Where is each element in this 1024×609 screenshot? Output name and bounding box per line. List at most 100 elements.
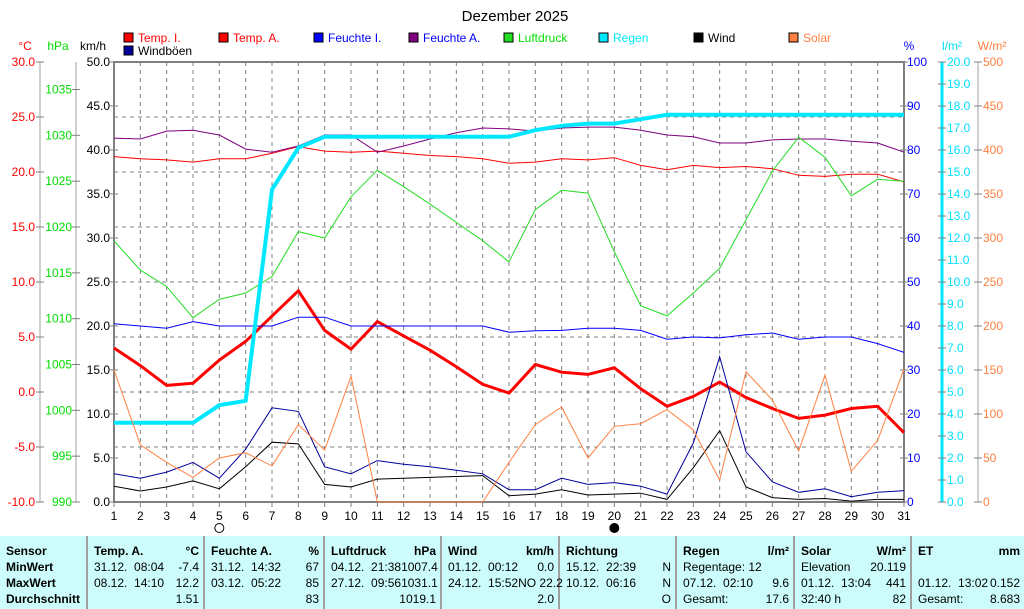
stats-cell-time: 32:40 h [801,592,842,606]
humidity-tick-label: 100 [907,55,927,69]
legend-swatch [123,45,134,56]
stats-row: 31.12. 08:04 -7.4 [94,559,199,575]
stats-cell-time: Gesamt: [683,592,729,606]
rain-tick-label: 18.0 [947,99,971,113]
stats-cell-value: 0.152 [989,576,1020,590]
x-tick-label: 17 [529,509,543,523]
x-tick-label: 19 [581,509,595,523]
wind-tick-label: 45.0 [87,99,111,113]
stats-row: 2.0 [448,591,554,607]
full-moon-icon [609,523,620,533]
x-tick-label: 6 [242,509,249,523]
stats-cell-value: 2.0 [537,592,554,606]
humidity-tick-label: 0 [907,495,914,509]
stats-cell-time: 01.12. 00:12 [448,560,519,574]
stats-label-avg: Durchschnitt [6,592,81,606]
legend-swatch [788,32,799,43]
stats-section-title: Richtung [566,544,618,558]
temp-tick-label: -5.0 [14,440,35,454]
legend-item: Regen [613,31,648,45]
stats-cell-value: 1.51 [175,592,199,606]
stats-row: 01.12. 13:02 0.152 [918,575,1020,591]
pressure-tick-label: 990 [52,495,72,509]
stats-row: O [566,591,671,607]
stats-row: 07.12. 02:10 9.6 [683,575,789,591]
rain-tick-label: 13.0 [947,209,971,223]
stats-section-title: Temp. A. [94,544,144,558]
stats-section-title: Luftdruck [331,544,387,558]
stats-cell-value: 441 [885,576,906,590]
solar-tick-label: 100 [983,407,1003,421]
stats-cell-value: 83 [305,592,319,606]
stats-cell-value: 1031.1 [401,576,438,590]
stats-labels: Sensor MinWert MaxWert Durchschnitt [0,536,88,609]
x-tick-label: 22 [660,509,674,523]
solar-tick-label: 0 [983,495,990,509]
legend-item: Feuchte I. [328,31,381,45]
stats-section-luftdruck: Luftdruck hPa 04.12. 21:38 1007.4 27.12. 09:… [325,536,442,609]
stats-cell-value: -7.4 [178,560,199,574]
stats-section-title: ET [918,544,934,558]
x-tick-label: 25 [739,509,753,523]
legend-item: Windböen [138,44,192,58]
legend-item: Feuchte A. [423,31,480,45]
x-tick-label: 29 [845,509,859,523]
solar-tick-label: 450 [983,99,1003,113]
statistics-table: Sensor MinWert MaxWert Durchschnitt Temp… [0,536,1024,609]
solar-tick-label: 50 [983,451,997,465]
legend-swatch [503,32,514,43]
rain-tick-label: 14.0 [947,187,971,201]
stats-cell-time: 07.12. 02:10 [683,576,754,590]
stats-cell-value: 8.683 [989,592,1020,606]
wind-tick-label: 40.0 [87,143,111,157]
humidity-tick-label: 60 [907,231,921,245]
series-solar [113,368,905,503]
pressure-tick-label: 1025 [45,174,72,188]
stats-label-min: MinWert [6,560,54,574]
humidity-tick-label: 30 [907,363,921,377]
x-tick-label: 18 [555,509,569,523]
pressure-tick-label: 1005 [45,358,72,372]
x-tick-label: 21 [634,509,648,523]
stats-cell-time: 04.12. 21:38 [331,560,402,574]
stats-row: 01.12. 13:04 441 [801,575,906,591]
stats-row: 32:40 h 82 [801,591,906,607]
temp-tick-label: 20.0 [12,165,36,179]
stats-cell-value: 1007.4 [401,560,438,574]
stats-row: 83 [211,591,319,607]
wind-tick-label: 10.0 [87,407,111,421]
pressure-tick-label: 1035 [45,83,72,97]
legend: Temp. I. Temp. A. Feuchte I. Feuchte A. Luft… [123,31,831,58]
series-luftdruck [113,136,905,319]
stats-cell-value: N [662,576,671,590]
stats-cell-time: Gesamt: [918,592,964,606]
stats-cell-value: 12.2 [175,576,199,590]
x-tick-label: 8 [295,509,302,523]
solar-tick-label: 500 [983,55,1003,69]
x-tick-label: 1 [111,509,118,523]
humidity-tick-label: 20 [907,407,921,421]
x-tick-label: 30 [871,509,885,523]
wind-unit-label: km/h [80,39,106,53]
wind-tick-label: 0.0 [93,495,110,509]
axis-units: °C hPa km/h% l/m² W/m² [18,39,1006,53]
stats-cell-value: 85 [305,576,319,590]
stats-cell-time: 24.12. 15:52 [448,576,519,590]
pressure-tick-label: 995 [52,449,72,463]
stats-section-wind: Wind km/h 01.12. 00:12 0.0 24.12. 15:52 NO 22… [442,536,563,609]
stats-section-unit: km/h [525,544,554,558]
stats-section-solar: Solar W/m² Elevation 20.119 01.12. 13:04 441 3… [795,536,912,609]
stats-section-unit: mm [998,544,1020,558]
temp-tick-label: 25.0 [12,110,36,124]
stats-row: 10.12. 06:16 N [566,575,671,591]
stats-section-unit: W/m² [876,544,906,558]
weather-chart: Dezember 2025 Temp. I. Temp. A. Feuchte I.… [8,8,1006,533]
humidity-tick-label: 40 [907,319,921,333]
stats-cell-time: 27.12. 09:56 [331,576,402,590]
stats-row: 27.12. 09:56 1031.1 [331,575,438,591]
legend-swatch [408,32,419,43]
pressure-tick-label: 1000 [45,403,72,417]
x-tick-label: 20 [608,509,622,523]
rain-tick-label: 16.0 [947,143,971,157]
solar-tick-label: 150 [983,363,1003,377]
